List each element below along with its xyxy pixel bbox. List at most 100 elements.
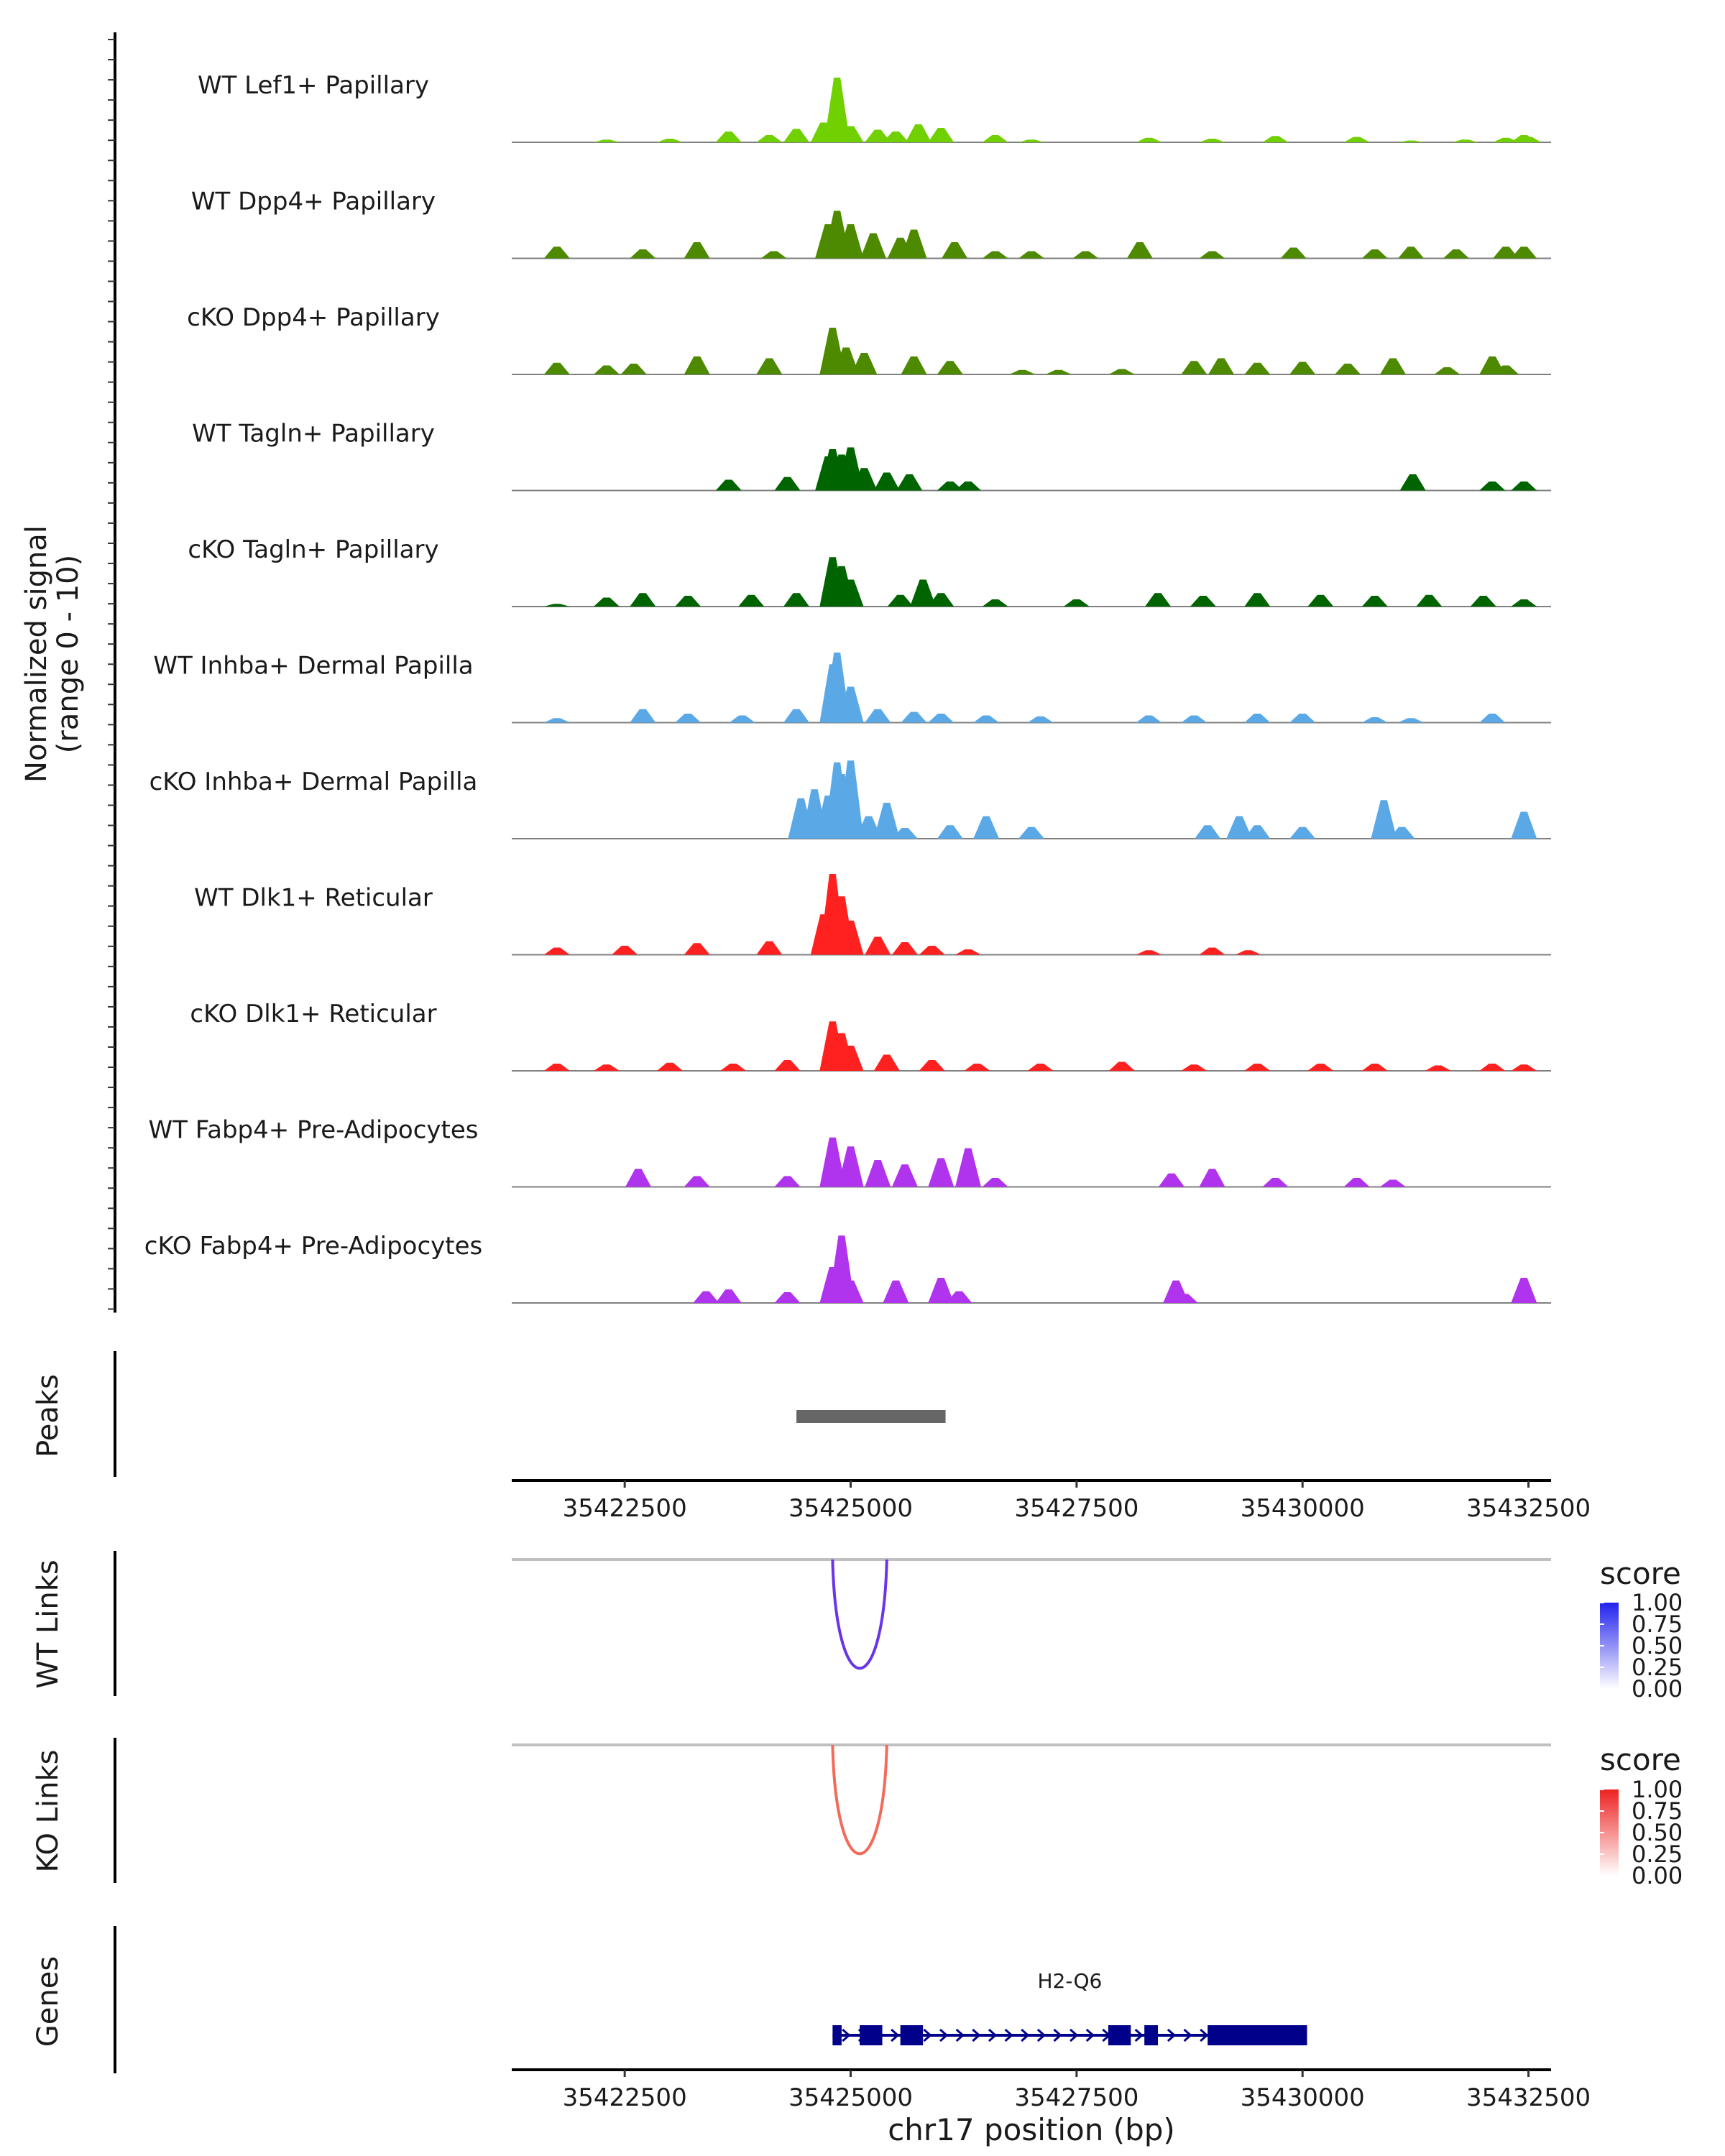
signal-peak — [865, 709, 891, 723]
strand-arrow — [842, 2028, 851, 2042]
signal-peak — [1379, 1179, 1406, 1187]
signal-peak — [1379, 358, 1406, 374]
legend-tick-label: 0.00 — [1632, 1675, 1683, 1703]
signal-peak — [675, 596, 702, 607]
signal-peak — [1244, 1064, 1271, 1071]
x-axis-bottom-tick-label: 35427500 — [1014, 2083, 1138, 2112]
signal-peak — [1208, 358, 1235, 374]
gene-exon — [1208, 2025, 1307, 2045]
signal-peak — [1443, 249, 1469, 259]
signal-peak — [942, 242, 968, 259]
signal-peak — [910, 579, 937, 607]
x-axis-top-tick-label: 35430000 — [1241, 1494, 1365, 1523]
strand-arrow — [1183, 2028, 1192, 2042]
signal-peak — [1398, 247, 1425, 259]
x-axis-top-tick-label: 35432500 — [1466, 1494, 1591, 1523]
ko-legend-title: score — [1600, 1742, 1681, 1777]
signal-peak — [1172, 1294, 1198, 1303]
signal-peak — [1335, 364, 1361, 374]
wt-score-legend: score 1.000.750.500.250.00 — [1600, 1556, 1683, 1703]
signal-peak — [594, 597, 620, 607]
signal-peak — [1199, 947, 1225, 955]
strand-arrow — [988, 2028, 998, 2042]
signal-peak — [1511, 599, 1537, 607]
peaks-track-label: Peaks — [32, 1374, 65, 1457]
coverage-track: WT Dpp4+ Papillary — [191, 188, 1551, 259]
signal-peak — [1416, 594, 1443, 607]
signal-peak — [855, 816, 882, 839]
signal-peak — [1158, 1173, 1184, 1187]
signal-peak — [620, 364, 647, 374]
signal-peak — [837, 760, 864, 839]
signal-peak — [837, 1046, 864, 1071]
signal-peak — [883, 132, 909, 142]
x-axis-bottom-tick-label: 35425000 — [788, 2083, 913, 2112]
coverage-track: WT Dlk1+ Reticular — [194, 874, 1551, 956]
signal-peak — [1493, 137, 1519, 142]
signal-peak — [715, 132, 742, 142]
signal-peak — [873, 803, 900, 839]
signal-peak — [594, 365, 620, 374]
signal-peak — [837, 579, 864, 607]
coverage-y-axis — [108, 32, 116, 1313]
signal-peak — [720, 1064, 747, 1071]
signal-peak — [630, 709, 656, 723]
signal-peak — [1181, 1064, 1208, 1071]
signal-peak — [715, 479, 742, 491]
signal-peak — [693, 1291, 719, 1303]
signal-peak — [1199, 251, 1225, 259]
track-label: WT Tagln+ Papillary — [192, 420, 435, 448]
signal-peak — [684, 242, 710, 259]
signal-peak — [1045, 369, 1072, 374]
signal-peak — [887, 594, 914, 607]
gene-exon — [1108, 2025, 1131, 2045]
signal-peak — [1136, 950, 1162, 955]
signal-peak — [1027, 716, 1054, 723]
signal-peak — [928, 128, 954, 142]
signal-peak — [860, 233, 886, 259]
signal-peak — [837, 1146, 864, 1187]
signal-peak — [1361, 1064, 1388, 1071]
strand-arrow — [1053, 2028, 1062, 2042]
strand-arrow — [1134, 2028, 1144, 2042]
signal-peak — [1018, 251, 1044, 259]
signal-peak — [1199, 139, 1225, 142]
signal-peak — [1027, 1064, 1054, 1071]
coverage-track: WT Inhba+ Dermal Papilla — [153, 652, 1551, 724]
wt-link-arc — [831, 1559, 888, 1670]
legend-tick-label: 0.50 — [1632, 1632, 1683, 1659]
signal-peak — [543, 718, 570, 723]
signal-peak — [1262, 136, 1289, 142]
coverage-track: cKO Tagln+ Papillary — [188, 535, 1551, 607]
signal-peak — [594, 139, 620, 142]
track-label: WT Inhba+ Dermal Papilla — [153, 652, 473, 681]
legend-tick-label: 0.75 — [1632, 1611, 1683, 1638]
signal-peak — [1479, 482, 1506, 491]
signal-peak — [1136, 715, 1162, 723]
signal-peak — [1399, 474, 1426, 491]
signal-peak — [543, 1064, 570, 1071]
signal-peak — [982, 251, 1008, 259]
signal-peak — [837, 224, 864, 259]
signal-peak — [1195, 825, 1221, 839]
signal-peak — [1307, 1064, 1334, 1071]
signal-peak — [891, 828, 918, 839]
signal-peak — [1108, 1061, 1135, 1071]
signal-peak — [1361, 249, 1388, 259]
signal-peak — [837, 1280, 864, 1303]
signal-peak — [1190, 596, 1216, 607]
strand-arrow — [1085, 2028, 1095, 2042]
x-axis-bottom: 35422500 35425000 35427500 35430000 35432500 — [512, 2068, 1591, 2112]
signal-peak — [928, 593, 954, 607]
signal-peak — [756, 358, 783, 374]
signal-peak — [937, 482, 963, 491]
track-label: cKO Dpp4+ Papillary — [187, 303, 440, 332]
signal-peak — [954, 949, 981, 955]
x-axis-bottom-tick-label: 35422500 — [563, 2083, 687, 2112]
signal-peak — [1434, 367, 1460, 374]
strand-arrow — [1200, 2028, 1209, 2042]
track-label: cKO Inhba+ Dermal Papilla — [150, 768, 478, 796]
signal-peak — [783, 593, 810, 607]
coverage-y-label-line: (range 0 - 10) — [52, 555, 85, 753]
signal-peak — [1307, 594, 1334, 607]
